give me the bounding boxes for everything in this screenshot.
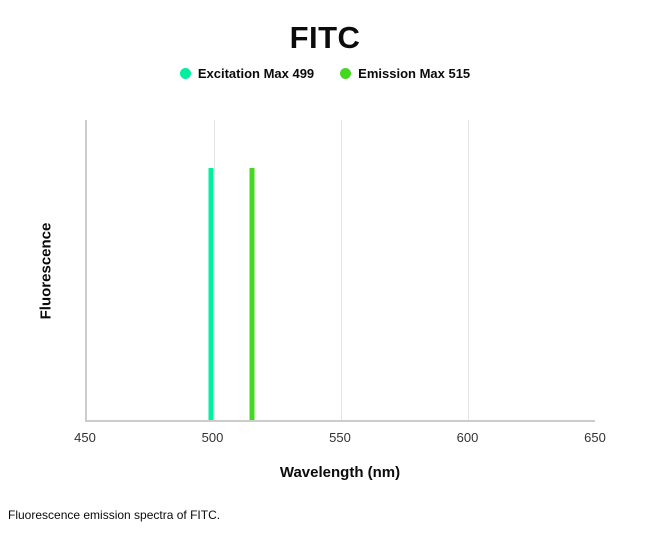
figure-caption: Fluorescence emission spectra of FITC. [8, 508, 221, 522]
gridline-600 [468, 120, 469, 420]
plot-region [85, 120, 595, 422]
emission-legend-label: Emission Max 515 [358, 66, 471, 81]
x-tick-label-450: 450 [74, 430, 96, 445]
excitation-color-dot [179, 68, 191, 79]
emission-color-dot [340, 68, 352, 79]
x-axis-tick-labels: 450 500 550 600 650 [74, 430, 606, 448]
x-axis-label: Wavelength (nm) [279, 464, 401, 481]
x-tick-label-550: 550 [329, 430, 351, 445]
excitation-bar [208, 168, 214, 420]
emission-bar [249, 168, 255, 420]
gridline-550 [341, 120, 342, 420]
legend-item-excitation[interactable]: Excitation Max 499 [179, 66, 315, 81]
y-axis-label: Fluorescence [37, 222, 55, 320]
chart-title: FITC [289, 20, 361, 55]
legend-item-emission[interactable]: Emission Max 515 [340, 66, 470, 81]
excitation-legend-label: Excitation Max 499 [197, 66, 315, 81]
gridline-500 [214, 120, 215, 420]
x-tick-label-600: 600 [456, 430, 479, 445]
x-tick-label-650: 650 [584, 430, 606, 445]
x-tick-label-500: 500 [201, 430, 224, 445]
legend: Excitation Max 499 Emission Max 515 [0, 66, 650, 81]
